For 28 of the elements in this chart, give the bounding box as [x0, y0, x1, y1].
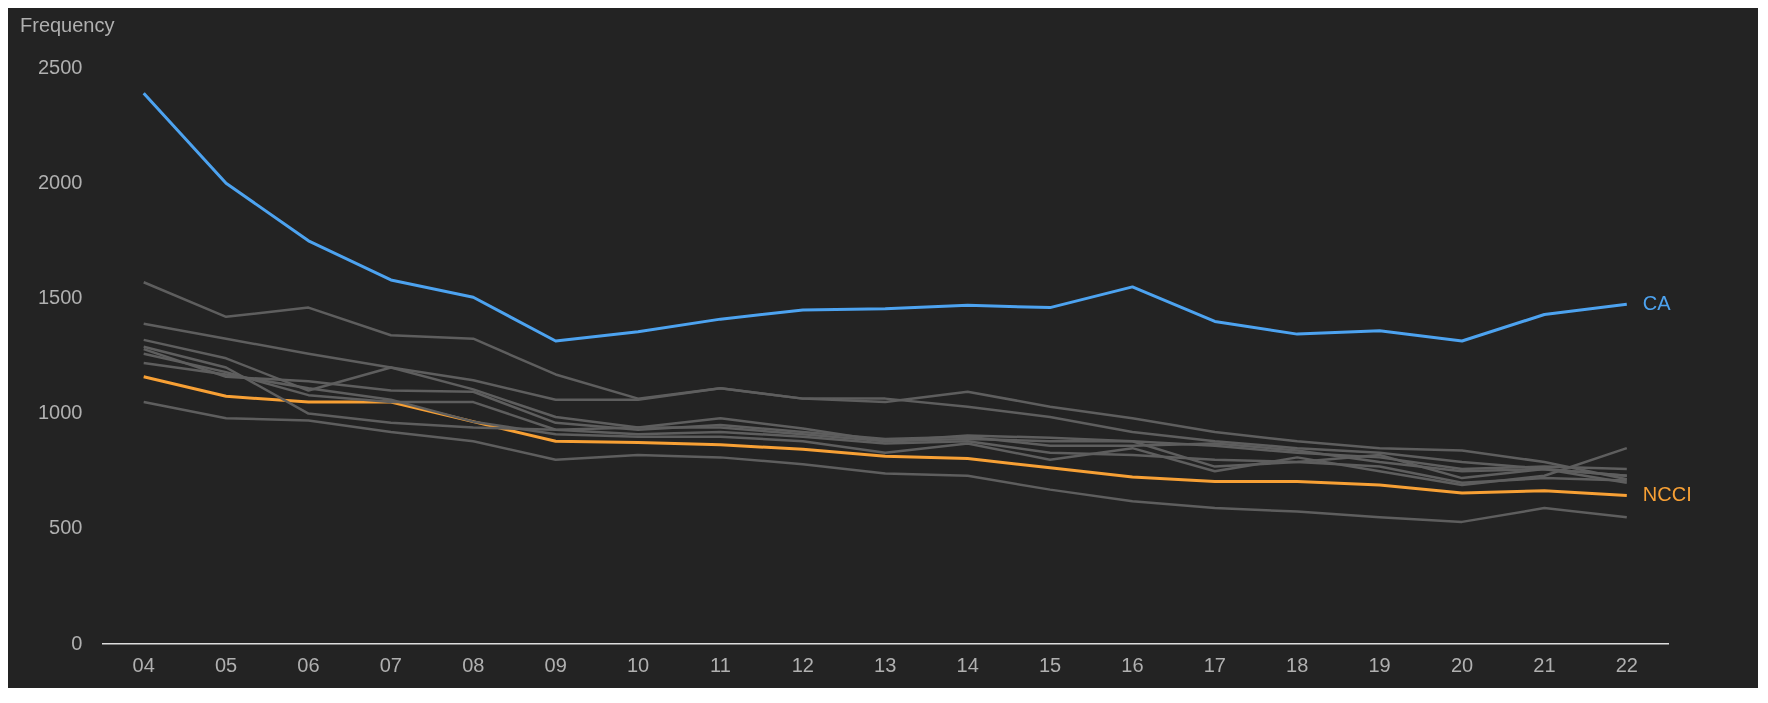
- y-tick-label: 1500: [37, 285, 83, 308]
- series-label: CA: [1642, 291, 1672, 314]
- x-tick-label: 09: [544, 653, 567, 676]
- x-tick-label: 04: [132, 653, 155, 676]
- x-tick-label: 19: [1368, 653, 1391, 676]
- x-tick-label: 06: [297, 653, 320, 676]
- y-tick-label: 2500: [37, 55, 83, 78]
- y-tick-label: 1000: [37, 401, 83, 424]
- x-tick-label: 08: [462, 653, 485, 676]
- x-tick-label: 13: [874, 653, 897, 676]
- series-label: NCCI: [1642, 482, 1692, 505]
- x-tick-label: 16: [1121, 653, 1144, 676]
- x-tick-label: 21: [1533, 653, 1556, 676]
- x-tick-label: 12: [791, 653, 814, 676]
- y-tick-label: 500: [49, 516, 83, 539]
- y-tick-label: 0: [71, 631, 83, 654]
- x-tick-label: 05: [214, 653, 238, 676]
- x-tick-label: 22: [1615, 653, 1638, 676]
- y-tick-label: 2000: [37, 170, 83, 193]
- x-tick-label: 17: [1203, 653, 1226, 676]
- x-tick-label: 11: [710, 653, 731, 676]
- x-tick-label: 18: [1286, 653, 1309, 676]
- x-tick-label: 10: [626, 653, 650, 676]
- x-tick-label: 07: [379, 653, 402, 676]
- x-tick-label: 20: [1450, 653, 1474, 676]
- x-tick-label: 14: [956, 653, 979, 676]
- x-tick-label: 15: [1038, 653, 1062, 676]
- y-axis-title: Frequency: [20, 14, 115, 37]
